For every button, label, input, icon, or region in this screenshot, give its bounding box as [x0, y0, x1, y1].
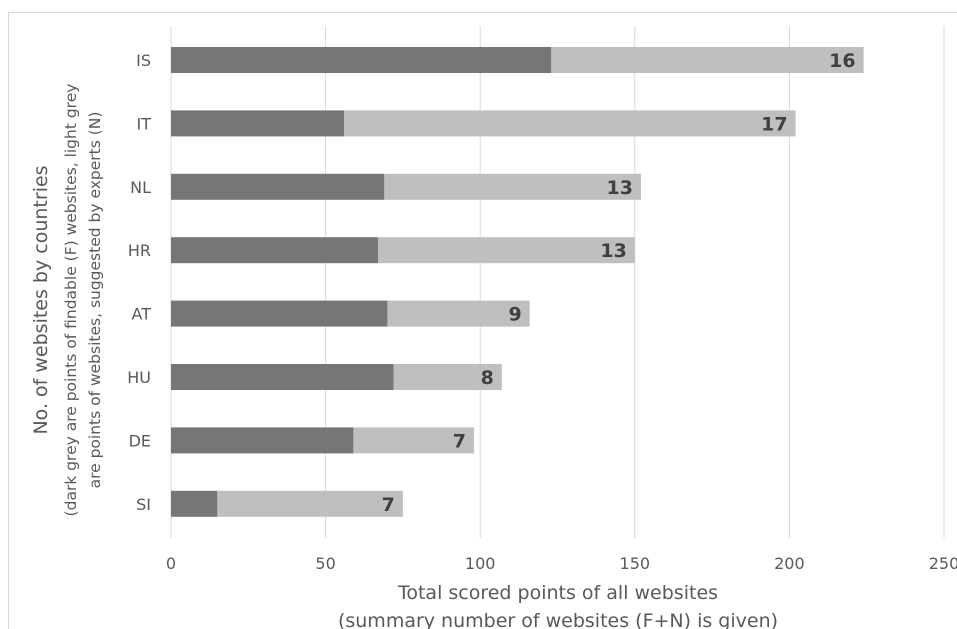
x-tick-200: 200	[774, 554, 805, 573]
x-tick-labels: 0 50 100 150 200 250	[166, 554, 957, 573]
bar-it-segment-2	[344, 110, 796, 137]
y-tick-hr: HR	[128, 241, 151, 260]
bar-at-segment-1	[171, 300, 388, 327]
bar-si-segment-1	[171, 490, 218, 517]
data-label-at: 9	[508, 304, 521, 326]
data-label-nl: 13	[607, 177, 633, 199]
bar-hr-segment-2	[378, 237, 635, 264]
y-tick-si: SI	[136, 495, 151, 514]
x-tick-100: 100	[465, 554, 496, 573]
bar-data-labels: 16 17 13 13 9 8 7 7	[382, 50, 856, 516]
gridlines	[170, 26, 945, 538]
data-label-hu: 8	[481, 367, 494, 389]
bar-at-segment-2	[387, 300, 530, 327]
y-tick-labels: IS IT NL HR AT HU DE SI	[127, 51, 151, 514]
bar-hu-segment-2	[393, 364, 502, 390]
data-label-hr: 13	[600, 240, 626, 262]
y-tick-hu: HU	[127, 368, 151, 387]
chart-frame-top	[8, 12, 957, 13]
x-tick-250: 250	[929, 554, 957, 573]
bar-hr-segment-1	[171, 237, 379, 264]
y-tick-at: AT	[132, 305, 152, 324]
bar-is-segment-2	[551, 47, 864, 73]
data-label-si: 7	[382, 494, 395, 516]
y-tick-it: IT	[137, 114, 152, 133]
x-tick-0: 0	[166, 554, 176, 573]
x-axis-subtitle: (summary number of websites (F+N) is giv…	[338, 610, 778, 629]
bar-it-segment-1	[171, 110, 345, 137]
x-tick-50: 50	[315, 554, 335, 573]
y-tick-nl: NL	[130, 178, 151, 197]
y-axis-subtitle-line1: (dark grey are points of findable (F) we…	[62, 84, 80, 517]
y-axis-title: No. of websites by countries	[30, 165, 52, 434]
bar-hu-segment-1	[171, 364, 394, 390]
bar-nl-segment-1	[171, 173, 385, 200]
data-label-de: 7	[453, 430, 466, 452]
bars	[171, 47, 864, 517]
y-tick-de: DE	[129, 431, 151, 450]
x-axis-title: Total scored points of all websites	[397, 582, 718, 604]
data-label-is: 16	[829, 50, 855, 72]
data-label-it: 17	[761, 113, 787, 135]
bar-si-segment-2	[217, 490, 403, 517]
x-tick-150: 150	[620, 554, 651, 573]
bar-de-segment-1	[171, 427, 354, 454]
y-tick-is: IS	[136, 51, 151, 70]
chart-frame-left	[8, 12, 9, 629]
bar-is-segment-1	[171, 47, 552, 73]
y-axis-subtitle-line2: are points of websites, suggested by exp…	[86, 112, 104, 489]
bar-de-segment-2	[353, 427, 475, 454]
bar-nl-segment-2	[384, 173, 641, 200]
